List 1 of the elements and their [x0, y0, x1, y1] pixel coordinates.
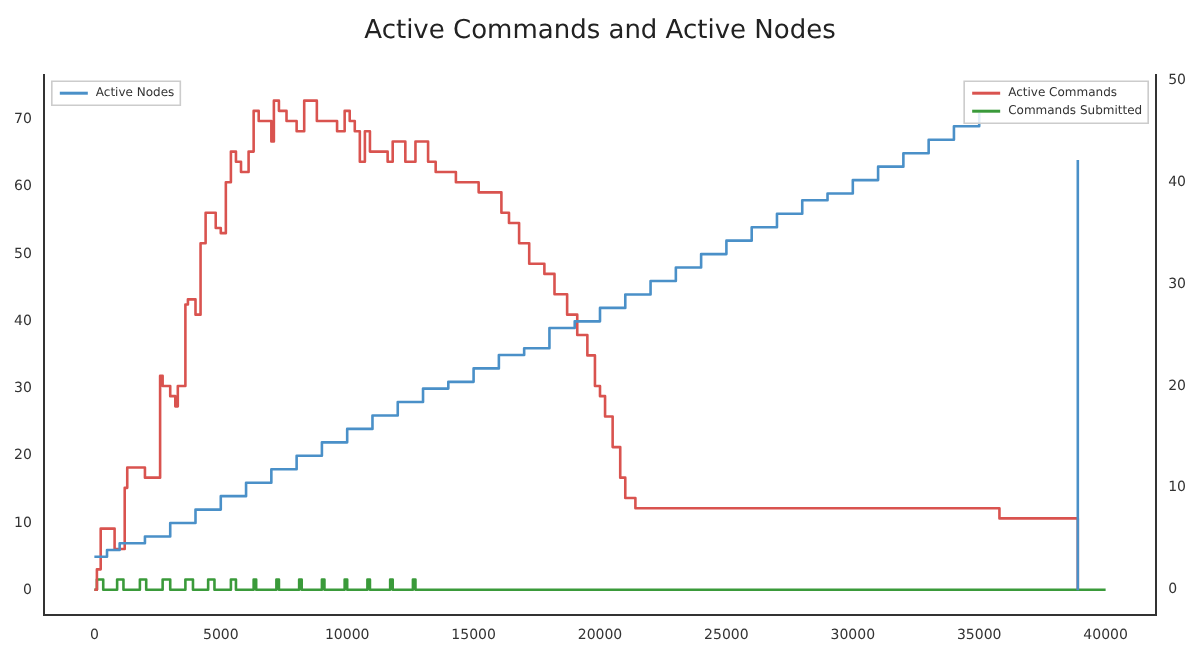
chart-title: Active Commands and Active Nodes — [364, 16, 837, 47]
